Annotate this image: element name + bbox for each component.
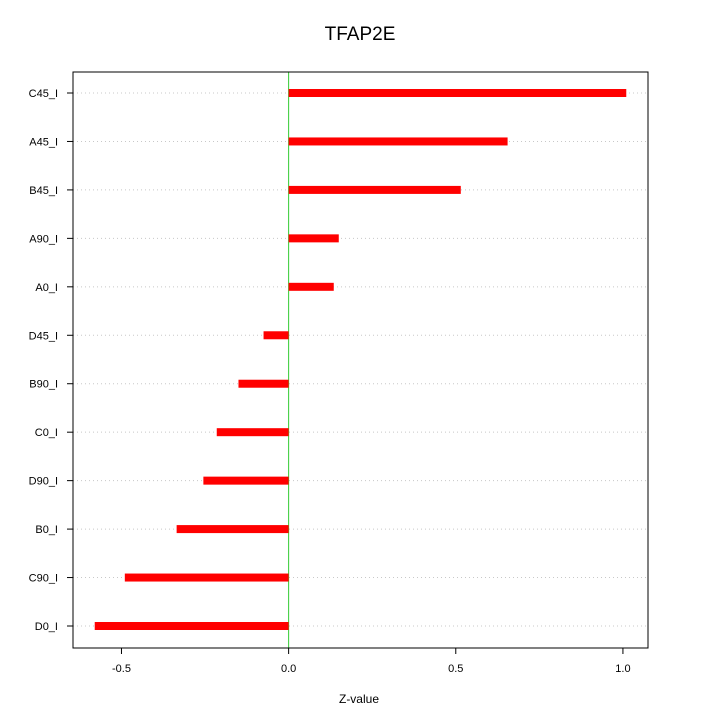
y-tick-label: B45_I xyxy=(29,185,58,197)
bar xyxy=(288,137,508,146)
x-tick-label: 0.5 xyxy=(448,663,463,675)
x-axis-label: Z-value xyxy=(339,692,379,706)
x-axis: -0.5 0.0 0.5 1.0 xyxy=(112,647,631,675)
y-tick-label: D45_I xyxy=(29,330,58,342)
x-tick-label: 0.0 xyxy=(281,663,296,675)
x-tick-label: -0.5 xyxy=(112,663,131,675)
bar xyxy=(238,379,289,388)
y-tick-label: D0_I xyxy=(35,621,58,633)
bar xyxy=(216,428,289,437)
y-tick-label: A0_I xyxy=(35,282,58,294)
bar xyxy=(288,89,627,97)
y-tick-label: B0_I xyxy=(35,524,58,536)
bar xyxy=(203,476,289,485)
y-tick-label: C90_I xyxy=(29,573,58,585)
bar xyxy=(124,573,289,582)
bar xyxy=(288,234,339,243)
y-tick-label: D90_I xyxy=(29,476,58,488)
y-axis: C45_I A45_I B45_I A90_I A0_I D45_I B90_I C0_I D9… xyxy=(29,88,73,633)
bar xyxy=(288,185,461,194)
bars xyxy=(94,89,627,630)
bar xyxy=(94,622,289,630)
plot-frame xyxy=(72,71,649,649)
y-tick-label: A45_I xyxy=(29,136,58,148)
bar xyxy=(176,525,289,534)
bar xyxy=(288,282,334,291)
chart-title: TFAP2E xyxy=(325,24,396,45)
y-tick-label: B90_I xyxy=(29,379,58,391)
x-tick-label: 1.0 xyxy=(615,663,630,675)
bar xyxy=(263,331,289,340)
y-tick-label: A90_I xyxy=(29,233,58,245)
grid-lines xyxy=(73,92,648,627)
y-tick-label: C0_I xyxy=(35,427,58,439)
y-tick-label: C45_I xyxy=(29,88,58,100)
